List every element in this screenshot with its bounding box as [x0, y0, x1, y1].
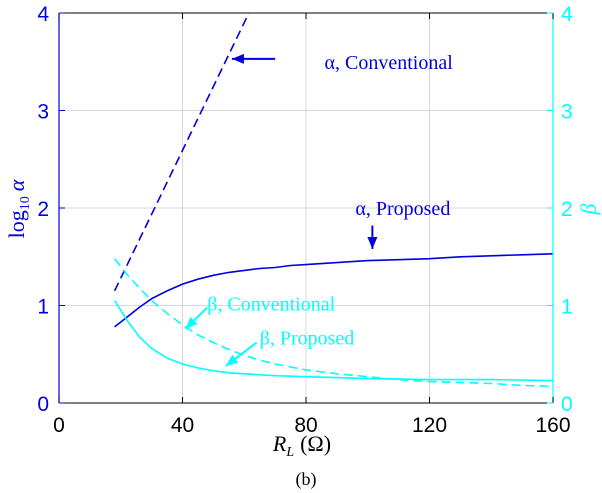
annotation-arrow-head-1 — [367, 236, 378, 249]
x-axis-label: RL (Ω) — [272, 431, 331, 460]
y-left-tick-label-2: 2 — [37, 198, 49, 221]
annotation-arrow-head-0 — [231, 53, 244, 64]
y-left-tick-label-3: 3 — [37, 101, 49, 124]
y-left-tick-label-4: 4 — [37, 3, 49, 26]
figure-caption: (b) — [296, 469, 317, 490]
y-axis-left-label: log10α — [4, 179, 33, 238]
annotation-arrow-head-2 — [185, 316, 198, 329]
x-tick-label-0: 0 — [53, 414, 65, 437]
x-tick-label-3: 120 — [412, 414, 447, 437]
y-right-tick-label-4: 4 — [561, 3, 573, 26]
y-right-tick-label-3: 3 — [561, 101, 573, 124]
x-tick-label-1: 40 — [171, 414, 194, 437]
annotation-label-1: α, Proposed — [355, 198, 450, 220]
y-right-tick-label-0: 0 — [561, 393, 573, 416]
series-line-0 — [113, 12, 250, 292]
y-right-tick-label-1: 1 — [561, 296, 573, 319]
y-right-tick-label-2: 2 — [561, 198, 573, 221]
series-line-3 — [113, 300, 554, 382]
annotations-layer: α, Conventional α, Proposed β, Conventiona… — [184, 52, 454, 367]
annotation-label-0: α, Conventional — [325, 52, 454, 74]
annotation-label-3: β, Proposed — [260, 328, 355, 350]
x-tick-label-2: 80 — [294, 414, 317, 437]
y-left-tick-label-1: 1 — [37, 296, 49, 319]
series-line-2 — [113, 258, 554, 388]
y-axis-right-label: β — [576, 203, 601, 215]
annotation-label-2: β, Conventional — [207, 294, 335, 316]
y-left-tick-label-0: 0 — [37, 393, 49, 416]
series-layer — [113, 12, 554, 388]
x-tick-label-4: 160 — [535, 414, 570, 437]
series-line-1 — [114, 253, 554, 328]
annotation-arrow-head-3 — [225, 354, 239, 366]
